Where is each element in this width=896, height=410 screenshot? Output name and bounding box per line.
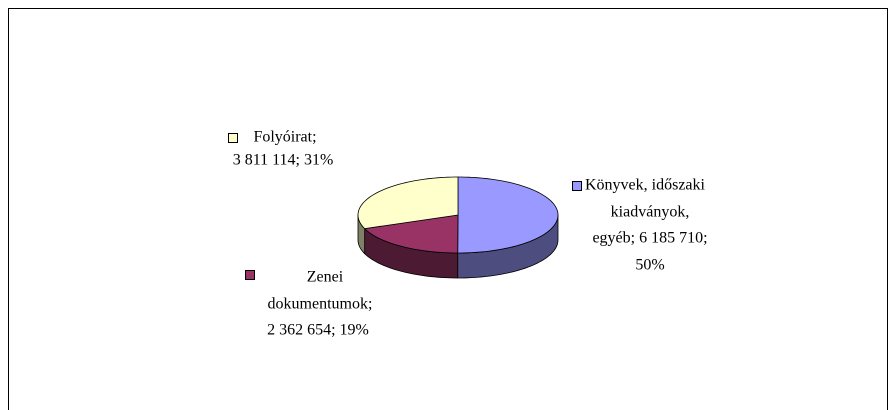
data-label: 50% [635,257,664,274]
data-label: 3 811 114; 31% [233,152,334,169]
data-label: Folyóirat; [253,129,316,146]
label-marker [228,133,238,143]
data-label: Könyvek, időszaki [585,177,706,194]
label-marker [245,270,255,280]
data-label: egyéb; 6 185 710; [592,230,707,247]
data-label: 2 362 654; 19% [267,322,369,339]
data-label: kiadványok, [611,204,690,221]
slice [457,176,559,254]
data-label: dokumentumok; [268,296,373,313]
slice [363,214,459,254]
slice [357,176,459,230]
label-marker [572,181,582,191]
chart-frame [8,8,888,410]
data-label: Zenei [307,269,344,286]
